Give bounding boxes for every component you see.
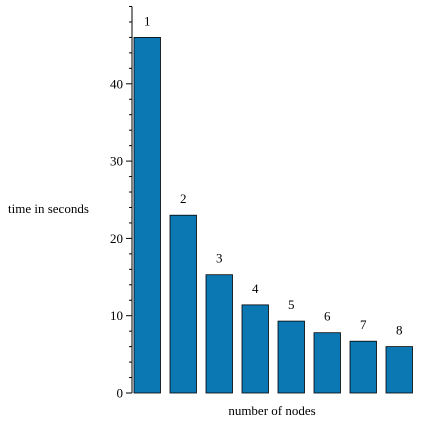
bar bbox=[349, 340, 377, 394]
bar bbox=[385, 346, 413, 394]
bar bbox=[313, 332, 341, 394]
bar-data-label: 7 bbox=[360, 317, 367, 332]
bar bbox=[133, 37, 161, 394]
plot-area: 0 10 20 30 40 1 2 3 4 5 6 7 8 bbox=[110, 6, 413, 401]
bar bbox=[277, 320, 305, 394]
bar-data-label: 4 bbox=[252, 281, 259, 296]
bar-data-label: 3 bbox=[216, 251, 223, 266]
bar-data-label: 2 bbox=[180, 191, 187, 206]
y-tick-label: 0 bbox=[117, 386, 124, 401]
y-tick-label: 30 bbox=[110, 154, 123, 169]
bar-data-label: 8 bbox=[396, 323, 403, 338]
y-tick-label: 40 bbox=[110, 76, 123, 91]
y-axis-label: time in seconds bbox=[8, 201, 89, 216]
x-axis-label: number of nodes bbox=[228, 403, 315, 418]
bar bbox=[241, 304, 269, 394]
bar bbox=[205, 274, 233, 394]
bar-data-label: 5 bbox=[288, 297, 295, 312]
y-tick-label: 10 bbox=[110, 308, 123, 323]
y-tick-label: 20 bbox=[110, 231, 123, 246]
bar-data-label: 1 bbox=[144, 13, 151, 28]
bar bbox=[169, 214, 197, 394]
bar-data-label: 6 bbox=[324, 309, 331, 324]
